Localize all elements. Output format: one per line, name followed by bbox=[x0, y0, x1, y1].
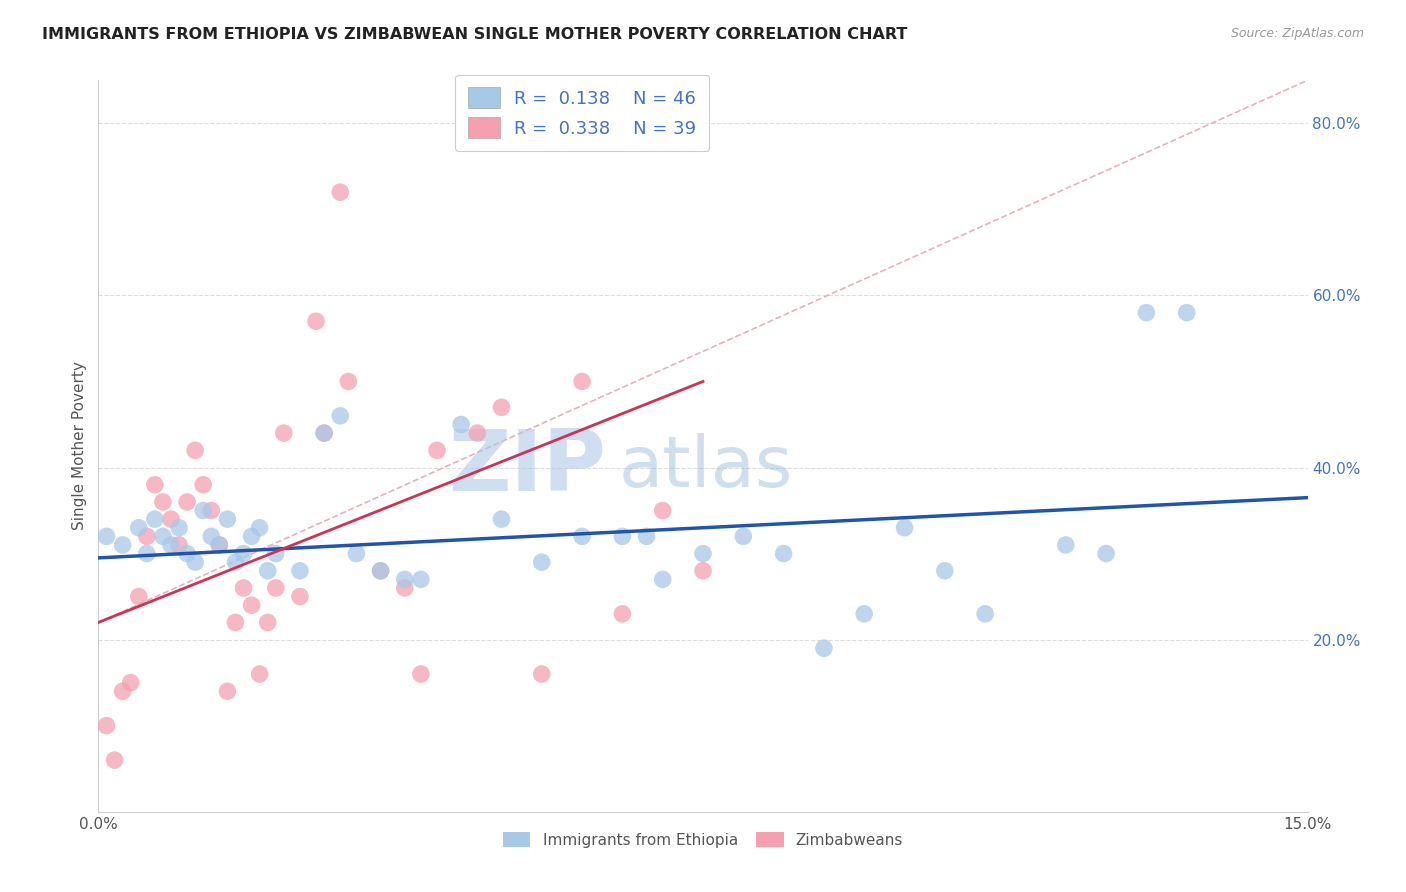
Point bbox=[184, 443, 207, 458]
Point bbox=[692, 547, 714, 561]
Point bbox=[217, 684, 239, 698]
Point bbox=[111, 538, 134, 552]
Point bbox=[692, 564, 714, 578]
Point bbox=[370, 564, 392, 578]
Point bbox=[184, 555, 207, 569]
Point bbox=[256, 564, 278, 578]
Point bbox=[208, 538, 231, 552]
Point bbox=[344, 547, 367, 561]
Point bbox=[314, 426, 336, 441]
Point bbox=[128, 521, 150, 535]
Point bbox=[337, 375, 360, 389]
Point bbox=[612, 529, 634, 543]
Point bbox=[1175, 305, 1198, 319]
Point bbox=[249, 667, 271, 681]
Y-axis label: Single Mother Poverty: Single Mother Poverty bbox=[72, 361, 87, 531]
Point bbox=[571, 375, 593, 389]
Point bbox=[135, 529, 157, 543]
Point bbox=[273, 426, 295, 441]
Point bbox=[426, 443, 449, 458]
Point bbox=[128, 590, 150, 604]
Point bbox=[370, 564, 392, 578]
Point bbox=[934, 564, 956, 578]
Point bbox=[409, 573, 432, 587]
Point bbox=[651, 503, 673, 517]
Point bbox=[314, 426, 336, 441]
Point bbox=[135, 547, 157, 561]
Point bbox=[329, 185, 352, 199]
Text: ZIP: ZIP bbox=[449, 426, 606, 509]
Point bbox=[103, 753, 125, 767]
Point bbox=[733, 529, 755, 543]
Point bbox=[893, 521, 915, 535]
Point bbox=[1054, 538, 1077, 552]
Point bbox=[200, 503, 222, 517]
Point bbox=[409, 667, 432, 681]
Point bbox=[394, 573, 416, 587]
Point bbox=[96, 719, 118, 733]
Point bbox=[143, 512, 166, 526]
Point bbox=[491, 401, 513, 415]
Point bbox=[288, 564, 311, 578]
Point bbox=[240, 529, 263, 543]
Point bbox=[465, 426, 488, 441]
Point bbox=[853, 607, 876, 621]
Point bbox=[264, 581, 287, 595]
Point bbox=[394, 581, 416, 595]
Point bbox=[111, 684, 134, 698]
Point bbox=[224, 555, 246, 569]
Text: Source: ZipAtlas.com: Source: ZipAtlas.com bbox=[1230, 27, 1364, 40]
Point bbox=[224, 615, 246, 630]
Point bbox=[193, 477, 215, 491]
Point bbox=[208, 538, 231, 552]
Point bbox=[329, 409, 352, 423]
Point bbox=[1135, 305, 1157, 319]
Point bbox=[530, 667, 553, 681]
Point bbox=[240, 598, 263, 612]
Point bbox=[651, 573, 673, 587]
Point bbox=[530, 555, 553, 569]
Point bbox=[152, 529, 174, 543]
Point bbox=[636, 529, 658, 543]
Point bbox=[264, 547, 287, 561]
Point bbox=[167, 538, 190, 552]
Point bbox=[256, 615, 278, 630]
Point bbox=[232, 581, 254, 595]
Point bbox=[813, 641, 835, 656]
Point bbox=[974, 607, 997, 621]
Point bbox=[176, 495, 198, 509]
Point bbox=[491, 512, 513, 526]
Point bbox=[249, 521, 271, 535]
Point bbox=[200, 529, 222, 543]
Point bbox=[612, 607, 634, 621]
Point bbox=[1095, 547, 1118, 561]
Point bbox=[571, 529, 593, 543]
Point bbox=[232, 547, 254, 561]
Point bbox=[305, 314, 328, 328]
Point bbox=[96, 529, 118, 543]
Point bbox=[160, 512, 183, 526]
Text: atlas: atlas bbox=[619, 434, 793, 502]
Point bbox=[288, 590, 311, 604]
Point bbox=[152, 495, 174, 509]
Point bbox=[772, 547, 794, 561]
Point bbox=[217, 512, 239, 526]
Point bbox=[120, 675, 142, 690]
Point bbox=[160, 538, 183, 552]
Point bbox=[450, 417, 472, 432]
Point bbox=[143, 477, 166, 491]
Point bbox=[167, 521, 190, 535]
Text: IMMIGRANTS FROM ETHIOPIA VS ZIMBABWEAN SINGLE MOTHER POVERTY CORRELATION CHART: IMMIGRANTS FROM ETHIOPIA VS ZIMBABWEAN S… bbox=[42, 27, 907, 42]
Point bbox=[176, 547, 198, 561]
Point bbox=[193, 503, 215, 517]
Legend: Immigrants from Ethiopia, Zimbabweans: Immigrants from Ethiopia, Zimbabweans bbox=[495, 824, 911, 855]
